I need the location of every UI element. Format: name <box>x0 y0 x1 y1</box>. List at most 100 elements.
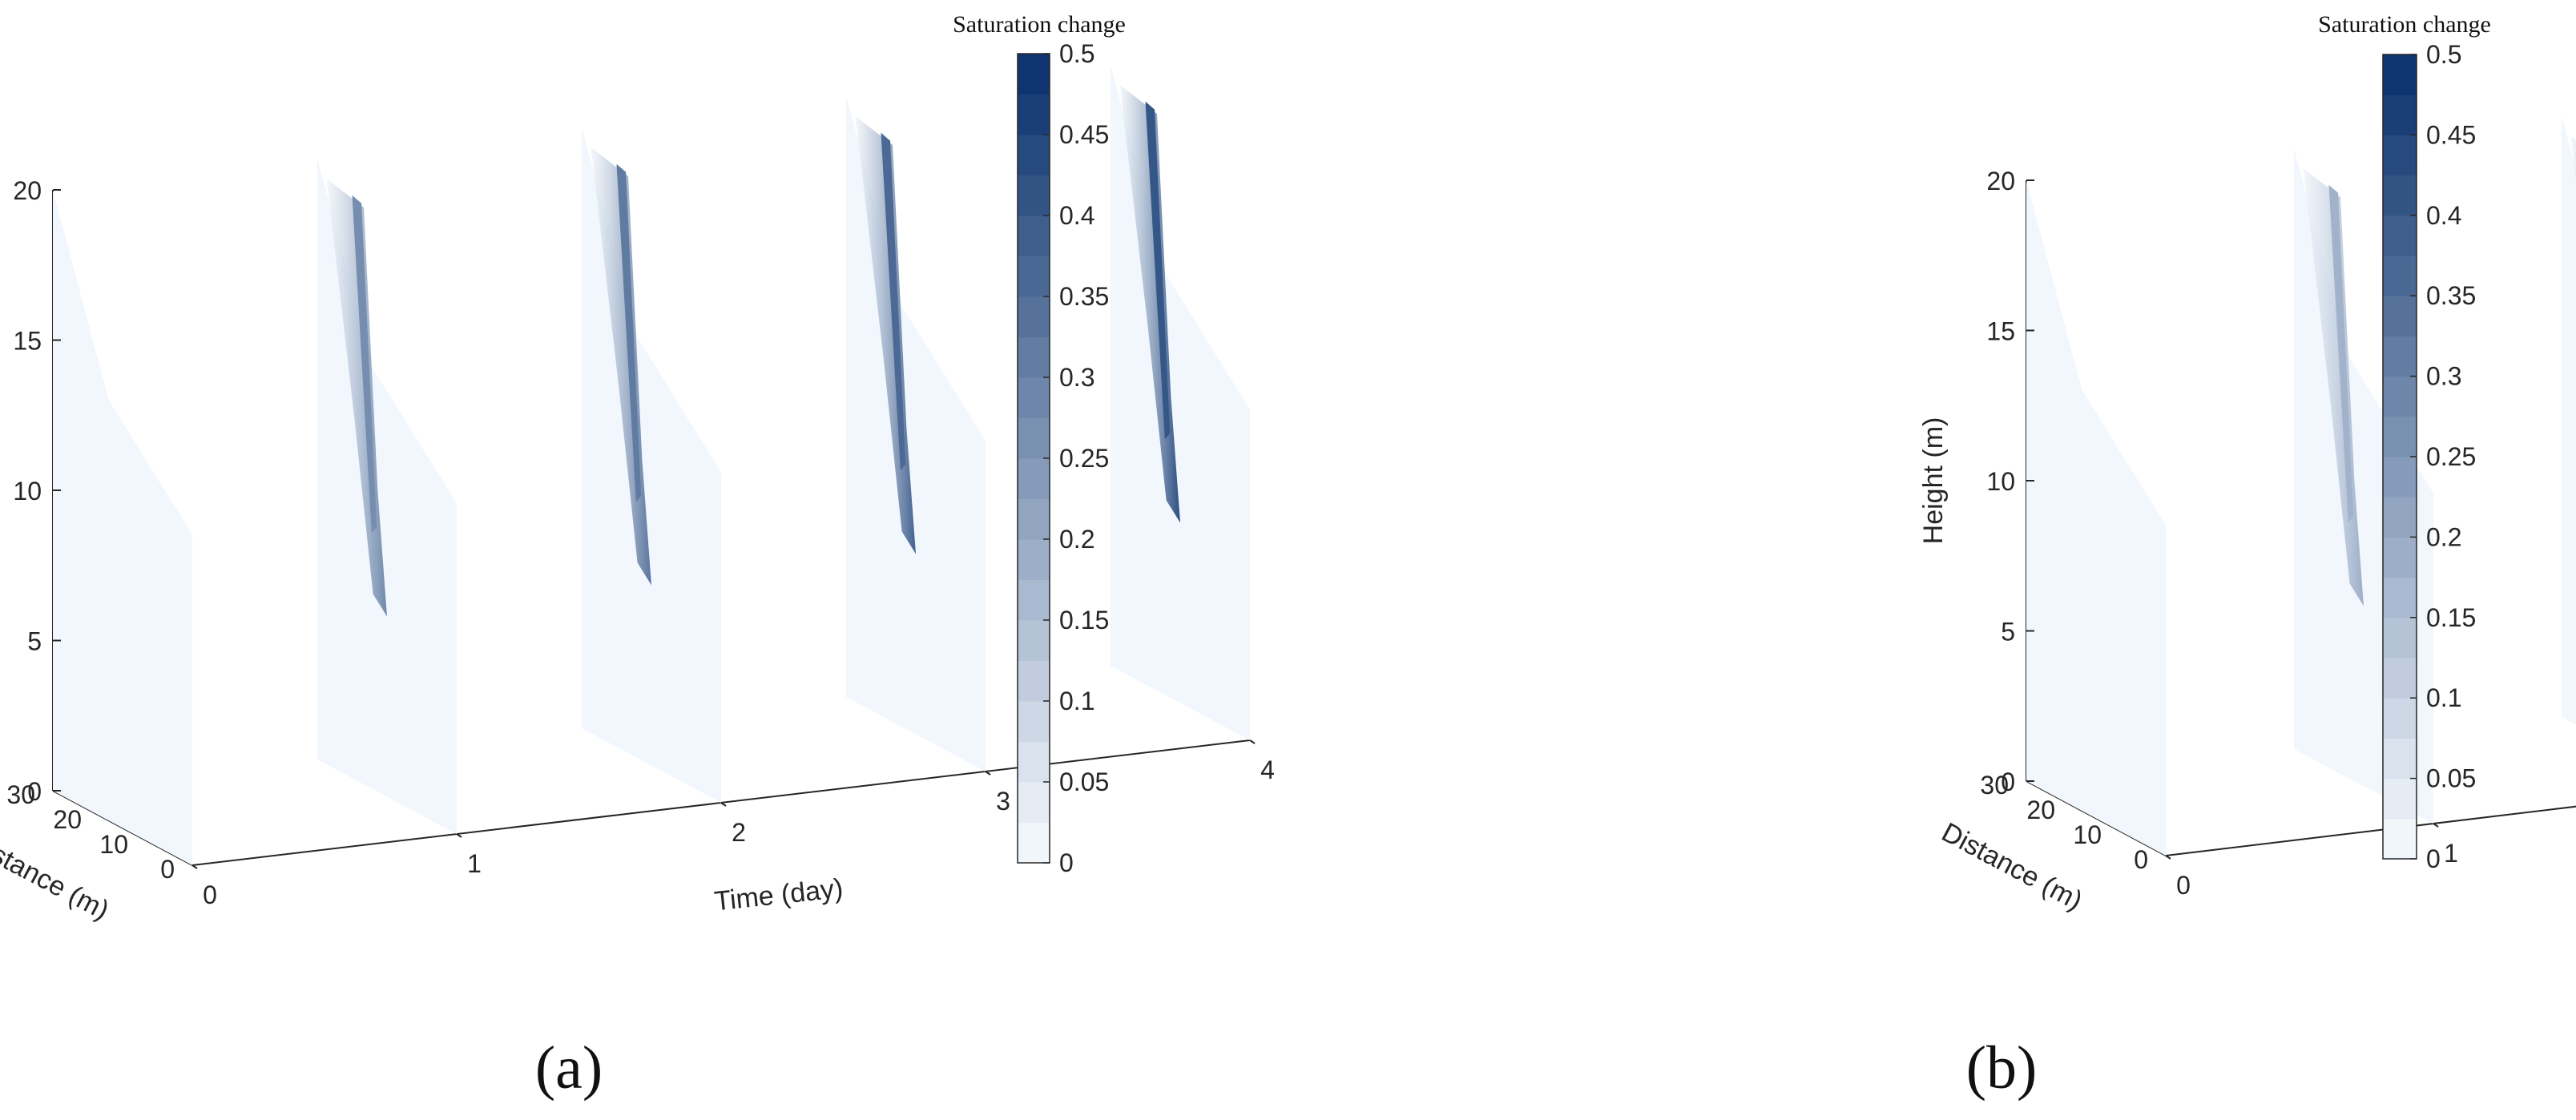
colorbar-step <box>1018 94 1050 135</box>
colorbar-tick-label: 0.35 <box>1059 282 1109 311</box>
colorbar-step <box>1018 458 1050 499</box>
z-tick-label: 10 <box>1986 467 2015 496</box>
colorbar-step <box>1018 539 1050 580</box>
y-tick-label: 0 <box>160 855 175 884</box>
colorbar-tick-label: 0.05 <box>1059 767 1109 796</box>
z-tick-label: 10 <box>13 477 42 506</box>
z-tick-label: 0 <box>2001 767 2015 796</box>
colorbar-step <box>1018 377 1050 418</box>
z-tick-label: 20 <box>1986 167 2015 195</box>
colorbar-step <box>1018 54 1050 95</box>
colorbar-step <box>1018 135 1050 175</box>
colorbar-title: Saturation change <box>2318 11 2491 38</box>
colorbar-step <box>1018 296 1050 337</box>
colorbar-tick-label: 0.5 <box>2426 40 2461 69</box>
colorbar-step <box>1018 256 1050 297</box>
x-tick-mark <box>456 833 462 838</box>
colorbar-step <box>1018 498 1050 540</box>
z-tick-label: 5 <box>27 627 42 656</box>
x-tick-label: 0 <box>203 880 217 909</box>
colorbar-step <box>2383 738 2417 780</box>
colorbar-step <box>2383 215 2417 256</box>
colorbar-tick-label: 0.45 <box>2426 120 2476 149</box>
x-tick-mark <box>1249 739 1256 744</box>
colorbar-step <box>1018 417 1050 459</box>
slice-plane <box>2026 180 2166 856</box>
x-tick-mark <box>191 864 198 869</box>
z-tick-label: 0 <box>27 777 42 806</box>
colorbar-tick-label: 0.15 <box>2426 603 2476 632</box>
colorbar-step <box>2383 416 2417 457</box>
colorbar-step <box>1018 620 1050 661</box>
colorbar-step <box>1018 216 1050 256</box>
chart-panel-a: 0 1 2 3 4 0 10 20 30 0 5 10 15 20 Time (day) Distance (… <box>0 11 1275 1102</box>
colorbar-step <box>2383 577 2417 618</box>
colorbar-step <box>2383 497 2417 538</box>
z-tick-label: 20 <box>13 176 42 205</box>
z-tick-label: 15 <box>13 327 42 356</box>
colorbar-step <box>1018 741 1050 783</box>
colorbar-step <box>2383 95 2417 135</box>
colorbar-step <box>2383 778 2417 820</box>
x-tick-mark <box>985 771 991 776</box>
saturation-front <box>881 132 906 471</box>
colorbar-step <box>2383 537 2417 578</box>
colorbar-tick-label: 0.4 <box>2426 201 2461 230</box>
z-tick-label: 5 <box>2001 618 2015 647</box>
y-tick-label: 0 <box>2134 845 2148 874</box>
y-tick-label: 10 <box>99 830 128 859</box>
y-tick-label: 30 <box>1980 771 2009 800</box>
colorbar-tick-label: 0.5 <box>1059 39 1094 68</box>
x-tick-label: 1 <box>467 849 482 878</box>
colorbar-tick-label: 0.3 <box>2426 362 2461 391</box>
slice-plane <box>53 190 192 865</box>
saturation-front <box>352 195 377 534</box>
x-tick-mark <box>720 802 727 807</box>
x-axis-title: Time (day) <box>713 873 845 917</box>
colorbar-step <box>2383 336 2417 377</box>
colorbar-step <box>1018 701 1050 742</box>
colorbar-tick-label: 0.15 <box>1059 606 1109 635</box>
panel-b-label: (b) <box>1965 1034 2038 1102</box>
colorbar-step <box>1018 175 1050 216</box>
y-tick-label: 10 <box>2073 820 2102 849</box>
y-axis-title: Distance (m) <box>0 827 114 926</box>
x-tick-mark <box>2433 823 2439 828</box>
slice-plane <box>2562 116 2576 725</box>
colorbar-tick-label: 0.25 <box>1059 444 1109 473</box>
x-tick-label: 3 <box>996 787 1010 816</box>
colorbar-step <box>2383 296 2417 336</box>
colorbar-tick-label: 0.25 <box>2426 442 2476 471</box>
colorbar-step <box>2383 457 2417 498</box>
colorbar-tick-label: 0.3 <box>1059 363 1094 392</box>
x-tick-label: 1 <box>2444 839 2458 868</box>
colorbar-step <box>2383 54 2417 95</box>
saturation-front <box>1145 101 1171 440</box>
colorbar-tick-label: 0.2 <box>1059 525 1094 554</box>
y-tick-label: 20 <box>53 805 82 834</box>
colorbar-step <box>2383 256 2417 296</box>
y-axis-title: Distance (m) <box>1937 817 2087 917</box>
x-tick-label: 2 <box>732 818 746 847</box>
colorbar-step <box>2383 175 2417 216</box>
x-axis-line <box>2165 805 2576 856</box>
colorbar-step <box>2383 658 2417 699</box>
colorbar-tick-label: 0 <box>2426 844 2441 873</box>
colorbar-tick-label: 0.1 <box>1059 687 1094 715</box>
colorbar-step <box>2383 818 2417 860</box>
y-tick-label: 20 <box>2026 796 2055 824</box>
colorbar-step <box>2383 617 2417 659</box>
colorbar-step <box>1018 660 1050 702</box>
colorbar-tick-label: 0.05 <box>2426 764 2476 793</box>
z-tick-label: 15 <box>1986 317 2015 346</box>
colorbar-step <box>1018 822 1050 864</box>
colorbar-step <box>2383 135 2417 176</box>
colorbar-step <box>1018 579 1050 621</box>
colorbar-tick-label: 0.2 <box>2426 522 2461 551</box>
colorbar-tick-label: 0 <box>1059 848 1074 877</box>
x-tick-mark <box>2165 855 2171 860</box>
x-tick-label: 0 <box>2176 871 2191 900</box>
